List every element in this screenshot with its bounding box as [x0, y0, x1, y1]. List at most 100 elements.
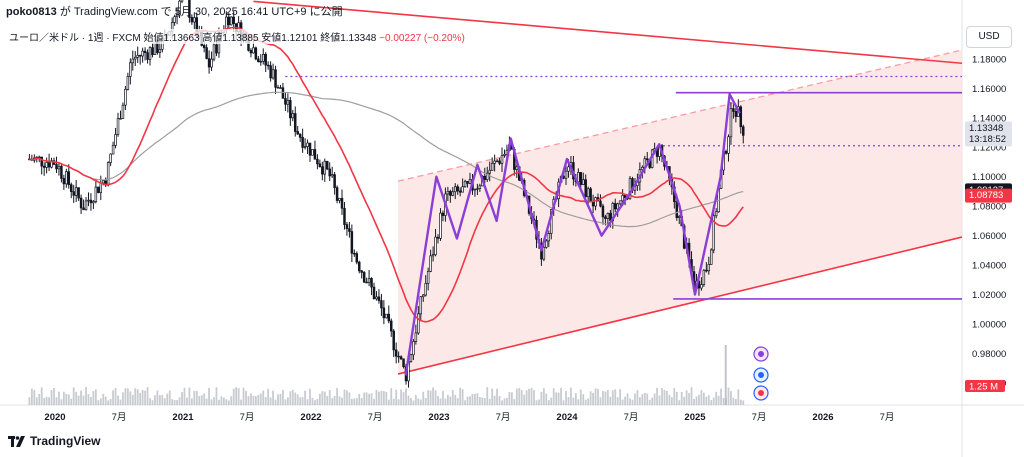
- volume-bar: [592, 392, 594, 405]
- volume-bar: [365, 392, 368, 405]
- candle-body: [190, 17, 194, 23]
- candle-body: [677, 216, 681, 218]
- candle-body: [69, 184, 73, 192]
- volume-bar: [171, 399, 174, 405]
- candle-body: [205, 47, 208, 59]
- volume-bar: [643, 392, 646, 405]
- volume-bar: [279, 393, 282, 405]
- volume-bar: [301, 397, 304, 405]
- candle-body: [724, 151, 728, 154]
- candle-body: [249, 50, 253, 54]
- candle-body: [257, 58, 260, 62]
- volume-bar: [328, 390, 331, 405]
- volume-bar: [510, 392, 513, 405]
- volume-bar: [227, 400, 230, 405]
- volume-bar: [427, 390, 430, 405]
- volume-bar: [126, 388, 129, 405]
- candle-body: [343, 207, 346, 225]
- event-flag-icon-us: [753, 385, 769, 401]
- candle-body: [212, 44, 216, 60]
- volume-bar: [491, 388, 494, 405]
- candle-body: [271, 69, 275, 79]
- volume-bar: [119, 399, 122, 405]
- tradingview-logo[interactable]: TradingView: [8, 434, 100, 448]
- volume-bar: [85, 387, 87, 405]
- volume-bar: [107, 400, 110, 405]
- volume-bar: [577, 399, 580, 405]
- candle-body: [618, 200, 622, 205]
- candle-body: [338, 197, 341, 201]
- price-tick-label: 1.10000: [972, 172, 1006, 183]
- volume-bar: [680, 391, 683, 405]
- candle-body: [490, 162, 494, 171]
- candle-body: [303, 146, 307, 148]
- candle-body: [579, 172, 583, 185]
- candle-body: [463, 180, 467, 188]
- candle-body: [357, 261, 361, 272]
- volume-bar: [395, 389, 398, 405]
- ema-price-badge-box: [965, 188, 1012, 203]
- volume-bar: [242, 387, 245, 405]
- volume-bar: [314, 400, 316, 405]
- volume-bar: [213, 397, 215, 405]
- volume-bar: [675, 391, 678, 405]
- candle-body: [269, 65, 272, 79]
- last-price-badge: 13:18:52: [969, 134, 1006, 145]
- volume-bar: [318, 393, 321, 405]
- candle-body: [365, 281, 368, 284]
- volume-bar: [70, 398, 73, 405]
- symbol-legend: ユーロ／米ドル · 1週 · FXCM 始値1.13663 高値1.13885 …: [9, 29, 465, 44]
- volume-bar: [619, 389, 622, 405]
- volume-bar: [237, 388, 240, 405]
- candle-body: [601, 205, 605, 218]
- volume-bar: [252, 395, 255, 405]
- time-tick-label: 2026: [812, 412, 833, 423]
- author-name[interactable]: poko0813: [6, 6, 57, 18]
- candle-body: [370, 278, 373, 288]
- volume-bar: [720, 388, 722, 405]
- candle-body: [330, 174, 334, 177]
- volume-bar: [572, 397, 575, 405]
- volume-bar: [350, 398, 353, 405]
- time-tick-label: 2020: [44, 412, 65, 423]
- candle-body: [94, 186, 98, 202]
- volume-bar: [363, 392, 366, 405]
- candle-body: [439, 212, 442, 239]
- volume-spike-bar: [724, 345, 727, 405]
- price-tick-label: 1.02000: [972, 290, 1006, 301]
- candle-body: [581, 179, 585, 185]
- candle-body: [281, 87, 285, 99]
- volume-bar: [67, 394, 70, 405]
- candle-body: [586, 188, 590, 198]
- volume-bar: [552, 388, 555, 405]
- volume-bar: [540, 391, 543, 405]
- volume-bar: [158, 395, 161, 405]
- candle-body: [616, 203, 619, 210]
- candle-body: [473, 188, 477, 191]
- volume-bar: [149, 398, 151, 405]
- volume-bar: [390, 388, 393, 405]
- candle-body: [97, 186, 100, 193]
- volume-bar: [355, 398, 358, 405]
- candle-body: [114, 134, 117, 146]
- volume-bar: [400, 389, 402, 405]
- volume-bar: [28, 397, 31, 405]
- candle-body: [623, 195, 627, 199]
- candle-body: [641, 167, 644, 171]
- volume-bar: [294, 392, 297, 405]
- candle-body: [345, 224, 349, 229]
- volume-bar: [296, 394, 299, 405]
- volume-bar: [442, 390, 444, 405]
- candle-body: [449, 190, 452, 196]
- volume-bar: [109, 399, 112, 405]
- volume-bar: [254, 396, 257, 405]
- sma-line: [29, 91, 744, 228]
- volume-bar: [486, 387, 489, 405]
- candle-body: [131, 58, 135, 64]
- volume-bar: [402, 392, 405, 405]
- currency-button[interactable]: USD: [966, 26, 1012, 48]
- candle-body: [424, 282, 427, 296]
- volume-bar: [574, 393, 577, 405]
- volume-bar: [483, 398, 486, 405]
